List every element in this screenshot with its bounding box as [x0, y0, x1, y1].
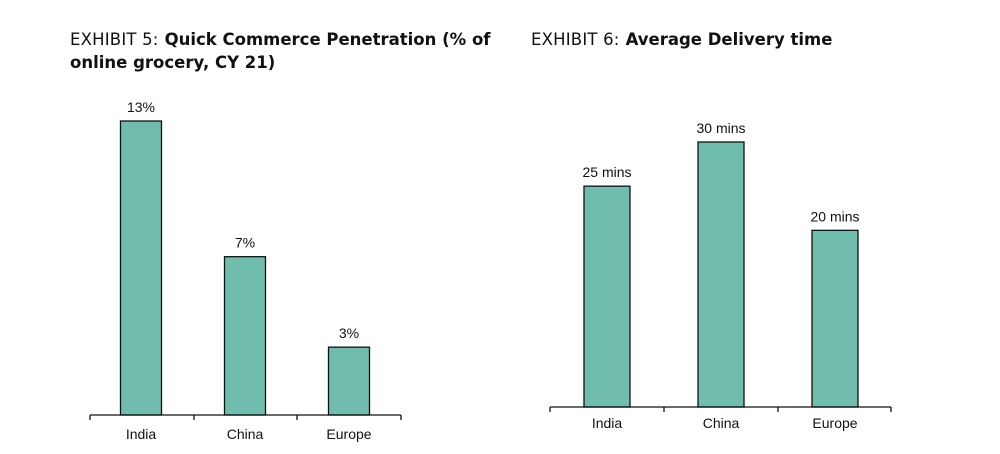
data-label: 20 mins: [810, 208, 859, 224]
exhibit-5-panel: EXHIBIT 5: Quick Commerce Penetration (% …: [70, 28, 500, 442]
chart-title: EXHIBIT 6: Average Delivery time: [531, 28, 971, 51]
category-label: India: [126, 426, 157, 442]
data-label: 30 mins: [696, 120, 745, 136]
exhibit-label: EXHIBIT 6:: [531, 30, 620, 49]
category-label: Europe: [812, 415, 857, 431]
data-label: 13%: [127, 99, 155, 115]
category-label: China: [703, 415, 740, 431]
bar-china: [223, 256, 267, 416]
category-label: India: [592, 415, 623, 431]
data-label: 25 mins: [582, 164, 631, 180]
chart-title: EXHIBIT 5: Quick Commerce Penetration (% …: [70, 28, 500, 74]
chart-title-text: Average Delivery time: [625, 30, 833, 49]
category-label: China: [227, 426, 264, 442]
bar-india: [119, 120, 163, 416]
bar-europe: [811, 229, 859, 408]
exhibit-6-panel: EXHIBIT 6: Average Delivery time 25 mins I…: [500, 0, 1000, 454]
bar-europe: [327, 346, 371, 416]
data-label: 3%: [339, 325, 359, 341]
bar-chart: 25 mins India 30 mins China 20 mins Europe: [549, 120, 892, 431]
bar-india: [583, 185, 631, 408]
category-label: Europe: [326, 426, 371, 442]
exhibit-label: EXHIBIT 5:: [70, 30, 159, 49]
bar-china: [697, 141, 745, 408]
chart-title-text: Quick Commerce Penetration (% of online …: [70, 30, 491, 72]
data-label: 7%: [235, 235, 255, 251]
bar-chart: 13% India 7% China 3% Europe: [89, 99, 402, 442]
